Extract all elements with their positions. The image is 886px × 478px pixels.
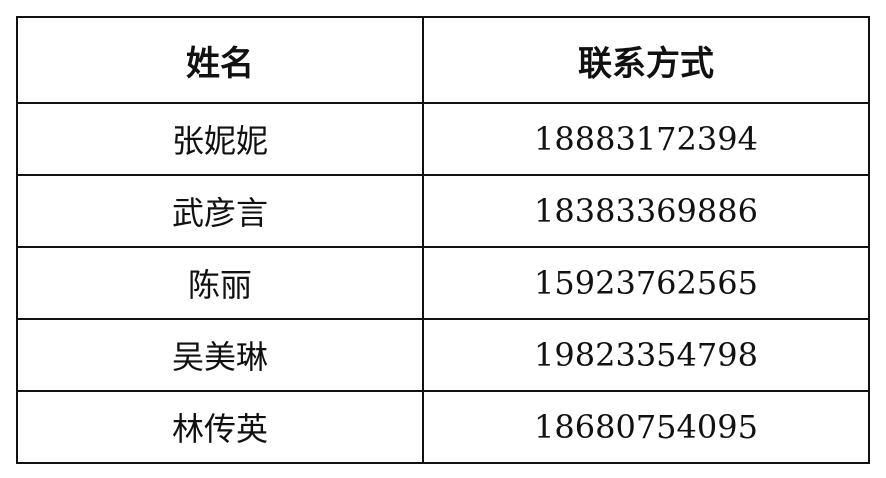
table-row: 陈丽 15923762565 xyxy=(16,246,870,320)
header-contact: 联系方式 xyxy=(422,16,870,104)
header-row: 姓名 联系方式 xyxy=(16,16,870,104)
table-row: 林传英 18680754095 xyxy=(16,390,870,464)
name-cell: 武彦言 xyxy=(16,174,424,248)
name-cell: 陈丽 xyxy=(16,246,424,320)
phone-cell: 15923762565 xyxy=(422,246,870,320)
name-cell: 林传英 xyxy=(16,390,424,464)
phone-cell: 18383369886 xyxy=(422,174,870,248)
table-row: 张妮妮 18883172394 xyxy=(16,102,870,176)
phone-cell: 18883172394 xyxy=(422,102,870,176)
table-row: 吴美琳 19823354798 xyxy=(16,318,870,392)
table-row: 武彦言 18383369886 xyxy=(16,174,870,248)
phone-cell: 18680754095 xyxy=(422,390,870,464)
phone-cell: 19823354798 xyxy=(422,318,870,392)
name-cell: 吴美琳 xyxy=(16,318,424,392)
header-name: 姓名 xyxy=(16,16,424,104)
contact-table: 姓名 联系方式 张妮妮 18883172394 武彦言 18383369886 … xyxy=(16,16,870,464)
name-cell: 张妮妮 xyxy=(16,102,424,176)
